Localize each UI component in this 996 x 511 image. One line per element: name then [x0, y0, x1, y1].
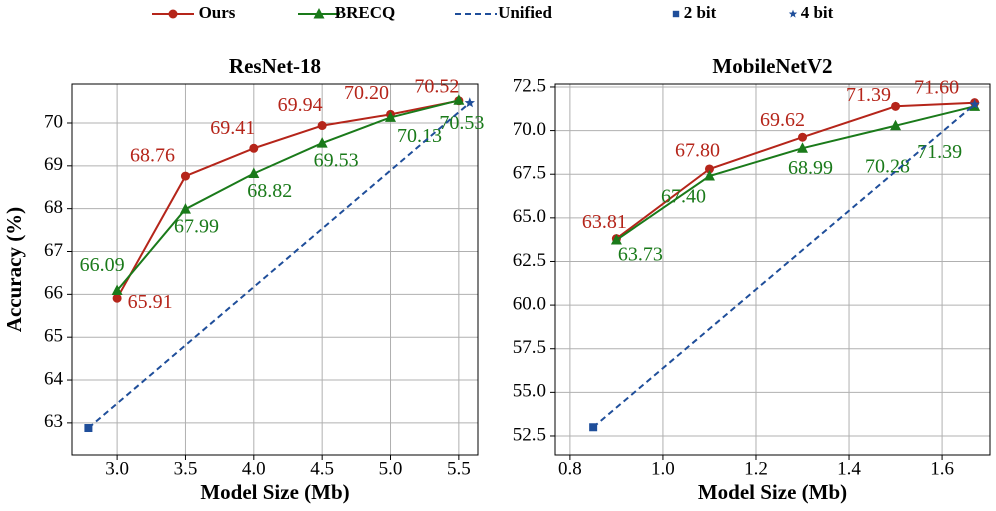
- marker-circle: [704, 164, 714, 174]
- y-tick-label: 62.5: [513, 250, 546, 271]
- x-tick-label: 3.0: [105, 458, 129, 479]
- y-tick-label: 70: [44, 111, 63, 132]
- y-tick-label: 57.5: [513, 337, 546, 358]
- marker-triangle: [797, 142, 809, 153]
- y-tick-label: 66: [44, 283, 63, 304]
- legend-label: BRECQ: [335, 3, 395, 22]
- plot-frame: [71, 83, 479, 456]
- y-tick-label: 67.5: [513, 163, 546, 184]
- value-label: 70.13: [397, 125, 442, 147]
- value-label: 67.80: [675, 140, 720, 162]
- value-label: 69.62: [760, 109, 805, 131]
- value-label: 63.73: [618, 244, 663, 266]
- y-tick-label: 64: [44, 368, 64, 389]
- marker-square: [84, 424, 93, 433]
- marker-circle: [798, 132, 808, 142]
- marker-circle: [891, 101, 901, 111]
- legend-label: Ours: [199, 3, 236, 22]
- value-label: 70.28: [865, 155, 910, 177]
- chart-title: ResNet-18: [229, 54, 321, 78]
- y-axis-label: Accuracy (%): [2, 207, 26, 332]
- marker-triangle: [111, 284, 123, 295]
- marker-circle: [168, 9, 178, 19]
- marker-triangle: [248, 167, 260, 179]
- value-label: 69.53: [314, 150, 359, 172]
- series-line: [116, 99, 460, 292]
- value-label: 71.60: [914, 76, 959, 98]
- plot-frame: [554, 83, 991, 456]
- series-line: [116, 99, 460, 299]
- y-tick-label: 52.5: [513, 424, 546, 445]
- y-tick-label: 63: [44, 411, 63, 432]
- marker-square: [672, 10, 680, 18]
- marker-star: [464, 97, 475, 108]
- marker-triangle: [313, 8, 325, 19]
- x-tick-label: 1.2: [744, 458, 768, 479]
- value-label: 71.39: [846, 84, 891, 106]
- x-tick-label: 1.4: [837, 458, 861, 479]
- value-label: 66.09: [80, 254, 125, 276]
- value-label: 69.94: [278, 94, 323, 116]
- value-label: 71.39: [917, 141, 962, 163]
- value-label: 67.99: [174, 216, 219, 238]
- y-tick-label: 55.0: [513, 381, 546, 402]
- x-tick-label: 1.0: [651, 458, 675, 479]
- marker-star: [969, 98, 980, 109]
- y-tick-label: 69: [44, 154, 63, 175]
- marker-triangle: [890, 119, 902, 131]
- value-label: 70.20: [344, 82, 389, 104]
- marker-triangle: [179, 203, 191, 214]
- marker-square: [589, 423, 598, 432]
- marker-triangle: [703, 169, 715, 181]
- legend-label: 2 bit: [684, 3, 717, 22]
- marker-star: [788, 9, 798, 18]
- marker-triangle: [453, 94, 465, 105]
- x-axis-label: Model Size (Mb): [200, 480, 349, 504]
- marker-circle: [180, 171, 190, 181]
- y-tick-label: 72.5: [513, 75, 546, 96]
- dashed-line: [87, 102, 471, 429]
- value-label: 68.76: [130, 145, 175, 167]
- value-label: 69.41: [210, 117, 255, 139]
- legend-label: 4 bit: [801, 3, 834, 22]
- y-tick-label: 67: [44, 240, 63, 261]
- dashed-line: [592, 103, 976, 429]
- y-tick-label: 65.0: [513, 206, 546, 227]
- value-label: 67.40: [661, 186, 706, 208]
- value-label: 65.91: [128, 291, 173, 313]
- value-label: 68.82: [247, 180, 292, 202]
- y-tick-label: 60.0: [513, 293, 546, 314]
- marker-circle: [249, 143, 259, 153]
- marker-triangle: [610, 234, 622, 245]
- marker-triangle: [316, 137, 328, 148]
- marker-triangle: [385, 111, 397, 122]
- x-tick-label: 5.0: [379, 458, 403, 479]
- x-tick-label: 3.5: [174, 458, 198, 479]
- x-axis-label: Model Size (Mb): [698, 480, 847, 504]
- value-label: 70.53: [439, 112, 484, 134]
- marker-circle: [112, 293, 122, 303]
- x-tick-label: 5.5: [447, 458, 471, 479]
- marker-circle: [317, 121, 327, 131]
- value-label: 63.81: [582, 211, 627, 233]
- value-label: 70.52: [414, 75, 459, 97]
- x-tick-label: 0.8: [558, 458, 582, 479]
- x-tick-label: 4.0: [242, 458, 266, 479]
- x-tick-label: 1.6: [930, 458, 954, 479]
- value-label: 68.99: [788, 157, 833, 179]
- y-tick-label: 68: [44, 197, 63, 218]
- y-tick-label: 65: [44, 326, 63, 347]
- y-tick-label: 70.0: [513, 119, 546, 140]
- x-tick-label: 4.5: [310, 458, 334, 479]
- chart-title: MobileNetV2: [712, 54, 832, 78]
- legend-label: Unified: [498, 3, 552, 22]
